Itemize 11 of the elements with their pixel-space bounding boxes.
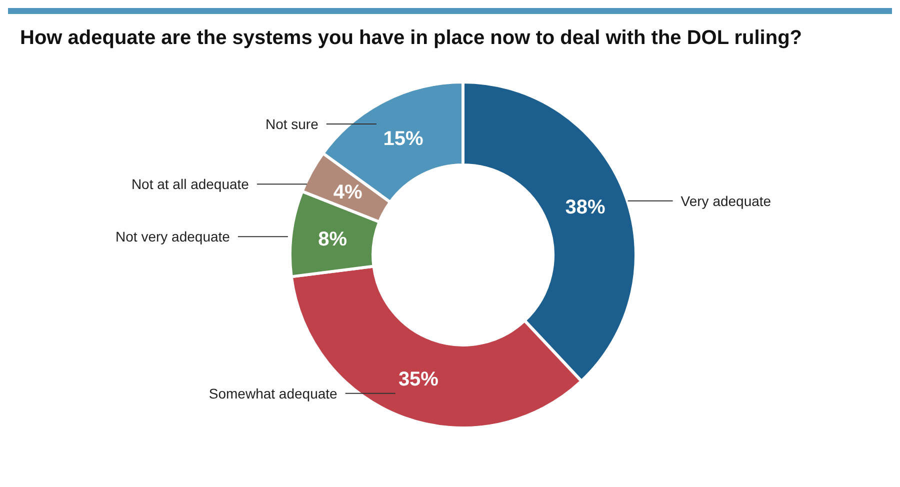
slice-label: Very adequate [680, 192, 772, 209]
slice-label: Not very adequate [116, 228, 230, 244]
slice-label: Not at all adequate [131, 176, 250, 192]
chart-title: How adequate are the systems you have in place now to deal with the DOL ruling? [20, 27, 802, 49]
data-label: 4% [333, 182, 362, 204]
data-label: 38% [565, 196, 606, 219]
data-label: 15% [383, 128, 424, 150]
data-label: 8% [318, 228, 348, 251]
slice-label: Not sure [265, 116, 319, 132]
slice-label: Somewhat adequate [208, 385, 338, 402]
data-label: 35% [398, 368, 439, 391]
